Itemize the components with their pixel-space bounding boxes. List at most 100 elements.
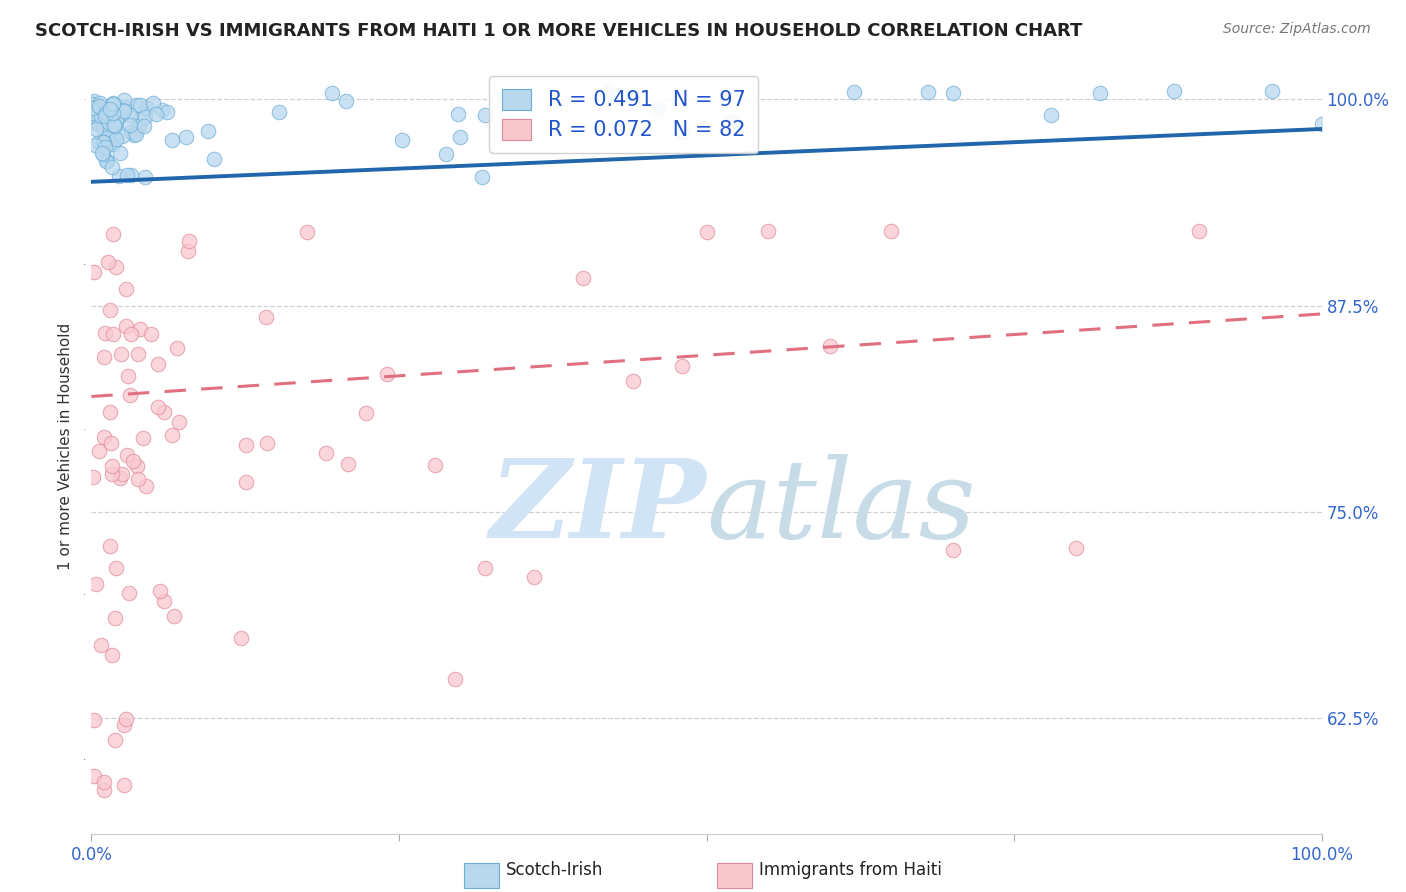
Point (169, 415, 191, 429)
Point (671, 359, 693, 373)
Point (444, 672, 467, 686)
Point (104, 611, 127, 625)
Point (115, 168, 138, 182)
Point (110, 108, 132, 122)
Point (87, 117, 110, 131)
Point (523, 570, 546, 584)
Point (269, 105, 291, 120)
Point (235, 437, 257, 451)
Point (97, 115, 120, 129)
Point (145, 107, 167, 121)
Point (112, 778, 135, 792)
Point (671, 125, 693, 139)
Point (89, 444, 111, 458)
Point (142, 95, 165, 110)
Point (645, 102, 669, 116)
Point (90, 638, 112, 652)
Point (174, 130, 197, 145)
Point (354, 406, 377, 420)
Point (375, 367, 398, 381)
Point (93, 351, 115, 365)
Point (153, 594, 176, 608)
Point (115, 712, 138, 726)
Point (471, 169, 494, 184)
Point (121, 454, 143, 468)
Point (114, 282, 136, 296)
Point (842, 85, 865, 99)
Point (96, 255, 118, 269)
Point (818, 338, 841, 352)
Point (129, 112, 152, 127)
Point (82, 114, 104, 128)
Point (941, 86, 963, 100)
Point (94, 326, 117, 341)
Point (254, 310, 277, 325)
Text: Immigrants from Haiti: Immigrants from Haiti (759, 861, 942, 879)
Point (111, 103, 134, 118)
Point (101, 458, 124, 473)
Point (695, 225, 717, 239)
Point (160, 133, 183, 147)
Point (756, 224, 779, 238)
Point (100, 404, 122, 418)
Point (118, 586, 141, 600)
Point (127, 472, 149, 486)
Point (114, 319, 136, 334)
Point (84, 577, 107, 591)
Point (83, 94, 105, 108)
Point (110, 471, 132, 485)
Point (83, 138, 105, 153)
Point (1187, 224, 1209, 238)
Point (621, 90, 644, 104)
Point (917, 86, 939, 100)
Point (93, 430, 115, 444)
Point (125, 459, 148, 474)
Point (108, 169, 131, 183)
Point (82, 101, 104, 115)
Point (101, 227, 124, 242)
Point (117, 448, 139, 462)
Point (135, 479, 157, 493)
Point (111, 467, 134, 482)
Point (120, 125, 142, 139)
Point (134, 110, 156, 124)
Point (96, 103, 118, 117)
Point (91, 120, 114, 135)
Point (103, 733, 125, 747)
Point (596, 85, 619, 99)
Point (880, 224, 903, 238)
Point (96, 105, 118, 120)
Point (89, 135, 111, 149)
Point (104, 115, 127, 129)
Point (1163, 84, 1185, 98)
Point (336, 457, 359, 471)
Point (1039, 108, 1063, 122)
Point (132, 431, 155, 445)
Point (156, 105, 179, 120)
Point (449, 129, 471, 144)
Point (134, 169, 156, 184)
Point (423, 458, 446, 473)
Point (1261, 84, 1284, 98)
Point (153, 405, 176, 419)
Point (82, 106, 104, 120)
Point (84, 122, 107, 136)
Point (82, 106, 104, 120)
Point (112, 718, 135, 732)
Text: ZIP: ZIP (489, 454, 706, 562)
Point (96, 153, 118, 168)
Point (98, 302, 121, 317)
Point (197, 124, 219, 138)
Point (112, 100, 135, 114)
Point (101, 467, 124, 482)
Text: atlas: atlas (706, 454, 976, 562)
Point (256, 435, 278, 450)
Point (91, 147, 114, 161)
Point (1064, 541, 1087, 555)
Point (101, 96, 124, 111)
Point (104, 119, 127, 133)
Point (89, 100, 111, 114)
Point (321, 86, 343, 100)
Point (118, 118, 141, 132)
Point (166, 341, 188, 355)
